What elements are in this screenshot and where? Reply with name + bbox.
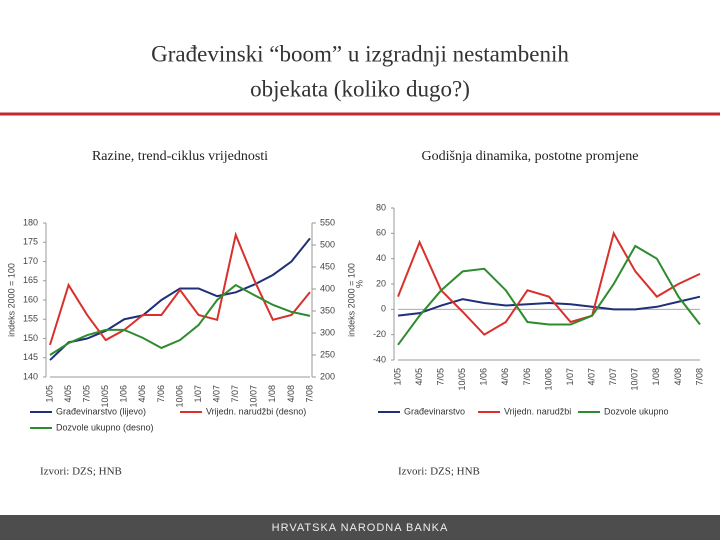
legend-label: Građevinarstvo bbox=[404, 406, 465, 416]
y-tick-label: 60 bbox=[376, 228, 386, 238]
x-tick-label: 10/06 bbox=[174, 385, 184, 408]
x-tick-label: 7/08 bbox=[304, 385, 314, 403]
x-tick-label: 10/05 bbox=[457, 368, 467, 391]
y-tick-label: -20 bbox=[373, 329, 386, 339]
slide-title-1: Građevinski “boom” u izgradnji nestamben… bbox=[151, 41, 569, 66]
x-tick-label: 7/05 bbox=[82, 385, 92, 403]
y-tick-label: 170 bbox=[23, 256, 38, 266]
x-tick-label: 4/08 bbox=[673, 368, 683, 386]
series-line bbox=[49, 231, 311, 346]
y-tick-label: 155 bbox=[23, 314, 38, 324]
y-tick-label: 140 bbox=[23, 371, 38, 381]
chart-title: Razine, trend-ciklus vrijednosti bbox=[92, 149, 268, 164]
chart-title: Godišnja dinamika, postotne promjene bbox=[422, 149, 639, 164]
x-tick-label: 10/05 bbox=[100, 385, 110, 408]
source: Izvori: DZS; HNB bbox=[40, 466, 122, 478]
source: Izvori: DZS; HNB bbox=[398, 466, 480, 478]
series-line bbox=[49, 237, 311, 361]
y-tick-label: 165 bbox=[23, 275, 38, 285]
x-tick-label: 7/05 bbox=[436, 368, 446, 386]
y2-tick-label: 300 bbox=[320, 327, 335, 337]
y-tick-label: -40 bbox=[373, 354, 386, 364]
series-line bbox=[49, 283, 311, 356]
x-tick-label: 7/07 bbox=[608, 368, 618, 386]
x-tick-label: 4/05 bbox=[63, 385, 73, 403]
legend-label: Građevinarstvo (lijevo) bbox=[56, 406, 146, 416]
y-tick-label: 20 bbox=[376, 278, 386, 288]
x-tick-label: 4/06 bbox=[500, 368, 510, 386]
x-tick-label: 1/06 bbox=[479, 368, 489, 386]
y2-axis-label: indeks 2000 = 100 bbox=[346, 263, 356, 337]
x-tick-label: 1/08 bbox=[267, 385, 277, 403]
y-tick-label: 180 bbox=[23, 217, 38, 227]
series-line bbox=[397, 244, 701, 346]
y2-tick-label: 450 bbox=[320, 261, 335, 271]
y-tick-label: 175 bbox=[23, 237, 38, 247]
x-tick-label: 4/08 bbox=[286, 385, 296, 403]
x-tick-label: 10/06 bbox=[543, 368, 553, 391]
x-tick-label: 7/06 bbox=[156, 385, 166, 403]
x-tick-label: 7/08 bbox=[694, 368, 704, 386]
y2-tick-label: 350 bbox=[320, 305, 335, 315]
y2-tick-label: 250 bbox=[320, 349, 335, 359]
y-axis-label: indeks 2000 = 100 bbox=[6, 263, 16, 337]
y-tick-label: 80 bbox=[376, 202, 386, 212]
footer-band bbox=[0, 515, 720, 540]
series-line bbox=[397, 230, 701, 336]
y2-tick-label: 500 bbox=[320, 239, 335, 249]
y-tick-label: 0 bbox=[381, 304, 386, 314]
x-tick-label: 1/05 bbox=[392, 368, 402, 386]
y2-tick-label: 400 bbox=[320, 283, 335, 293]
x-tick-label: 7/07 bbox=[230, 385, 240, 403]
y-axis-label: % bbox=[354, 280, 364, 288]
legend-label: Vrijedn. narudžbi (desno) bbox=[206, 406, 306, 416]
y2-tick-label: 550 bbox=[320, 217, 335, 227]
x-tick-label: 4/07 bbox=[587, 368, 597, 386]
legend-label: Vrijedn. narudžbi bbox=[504, 406, 571, 416]
y-tick-label: 150 bbox=[23, 333, 38, 343]
x-tick-label: 1/05 bbox=[44, 385, 54, 403]
legend-label: Dozvole ukupno (desno) bbox=[56, 422, 154, 432]
x-tick-label: 4/07 bbox=[212, 385, 222, 403]
slide-title-2: objekata (koliko dugo?) bbox=[250, 76, 470, 101]
x-tick-label: 1/06 bbox=[119, 385, 129, 403]
series-line bbox=[397, 295, 701, 317]
y-tick-label: 145 bbox=[23, 352, 38, 362]
x-tick-label: 10/07 bbox=[630, 368, 640, 391]
legend-label: Dozvole ukupno bbox=[604, 406, 669, 416]
y2-tick-label: 200 bbox=[320, 371, 335, 381]
footer: HRVATSKA NARODNA BANKA bbox=[272, 522, 449, 534]
x-tick-label: 7/06 bbox=[522, 368, 532, 386]
x-tick-label: 10/07 bbox=[249, 385, 259, 408]
x-tick-label: 4/05 bbox=[414, 368, 424, 386]
x-tick-label: 1/07 bbox=[565, 368, 575, 386]
y-tick-label: 160 bbox=[23, 294, 38, 304]
y-tick-label: 40 bbox=[376, 253, 386, 263]
x-tick-label: 1/07 bbox=[193, 385, 203, 403]
x-tick-label: 4/06 bbox=[137, 385, 147, 403]
x-tick-label: 1/08 bbox=[651, 368, 661, 386]
